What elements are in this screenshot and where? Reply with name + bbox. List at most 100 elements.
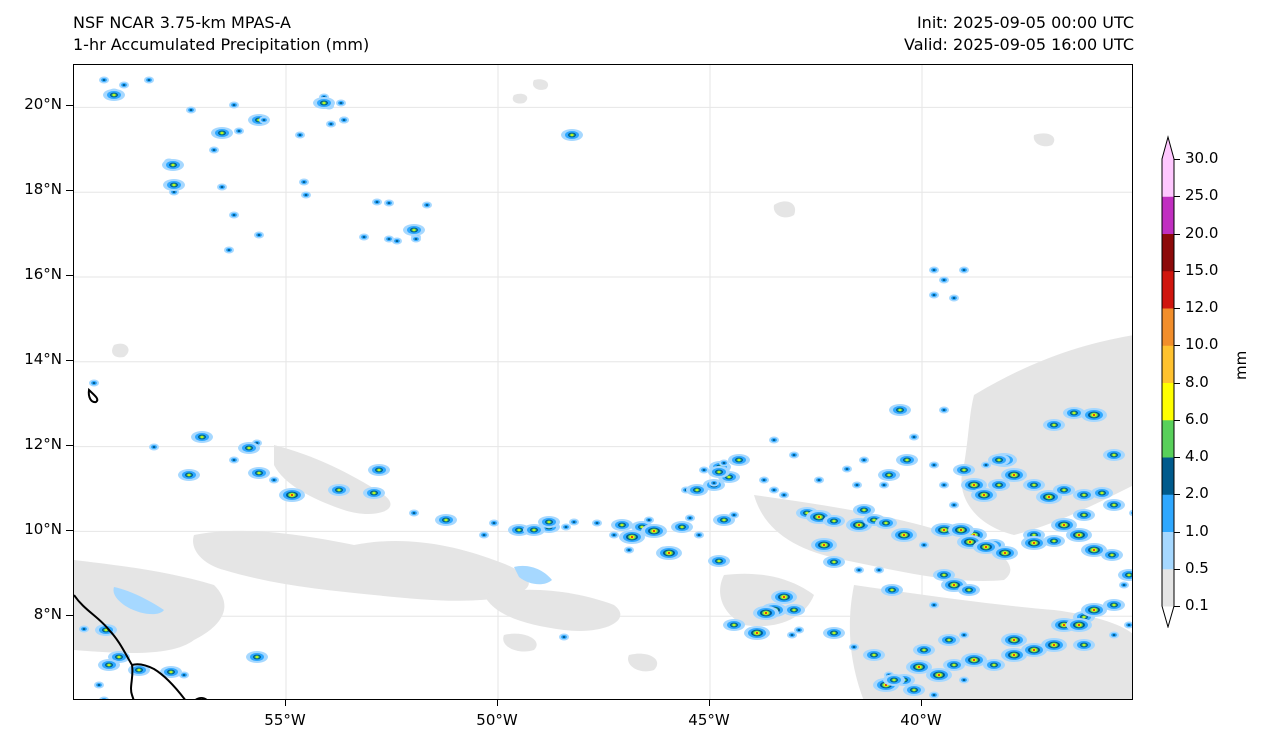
precip-cell (224, 246, 234, 254)
colorbar-segment (1162, 196, 1174, 234)
lon-tick (921, 700, 922, 706)
precip-cell (1103, 449, 1125, 461)
precip-cell (211, 127, 233, 139)
model-name: NSF NCAR 3.75-km MPAS-A (73, 13, 291, 32)
precip-cell (1073, 639, 1095, 651)
light-rain-patches (113, 565, 552, 615)
lat-label-14: 14°N (24, 350, 62, 368)
precip-cell (149, 443, 159, 451)
precip-cell (744, 626, 770, 640)
precip-cell (217, 183, 227, 191)
precip-cell (889, 404, 911, 416)
colorbar-segment (1162, 159, 1174, 197)
precip-cell (561, 523, 571, 531)
precip-cell (948, 523, 974, 537)
precip-cell (879, 481, 889, 489)
colorbar (1161, 135, 1175, 628)
precip-cell (313, 97, 335, 109)
precip-cell (569, 518, 579, 526)
precip-cell (229, 211, 239, 219)
lon-tick (497, 700, 498, 706)
map-title: NSF NCAR 3.75-km MPAS-A 1-hr Accumulated… (73, 12, 369, 56)
precip-cell (811, 538, 837, 552)
precip-cell (789, 451, 799, 459)
precip-cell (234, 127, 244, 135)
precip-cell (1001, 633, 1027, 647)
colorbar-segment (1162, 494, 1174, 532)
colorbar-tick-label: 1.0 (1185, 521, 1209, 540)
precip-cell (794, 626, 804, 634)
precip-cell (1118, 569, 1132, 581)
precip-cell (959, 676, 969, 684)
precip-cell (709, 479, 719, 487)
precip-cell (939, 276, 949, 284)
field-name: 1-hr Accumulated Precipitation (mm) (73, 35, 370, 54)
coastline (74, 387, 208, 699)
colorbar-tick (1174, 159, 1180, 160)
colorbar-tick-label: 6.0 (1185, 409, 1209, 428)
lat-tick (66, 360, 73, 361)
colorbar-tick-label: 0.1 (1185, 596, 1209, 614)
colorbar-segment (1162, 308, 1174, 346)
lat-label-18: 18°N (24, 180, 62, 198)
precip-cell (186, 106, 196, 114)
precip-cell (561, 129, 583, 141)
colorbar-tick-label: 4.0 (1185, 447, 1209, 465)
time-info: Init: 2025-09-05 00:00 UTC Valid: 2025-0… (904, 12, 1134, 56)
precip-cell (611, 519, 633, 531)
precip-cell (99, 696, 109, 699)
colorbar-segment (1162, 270, 1174, 309)
lat-tick (66, 190, 73, 191)
precip-cell (699, 466, 709, 474)
precip-cell (295, 131, 305, 139)
precip-cell (723, 619, 745, 631)
precip-cell (609, 531, 619, 539)
colorbar-tick-label: 12.0 (1185, 298, 1219, 316)
valid-time: Valid: 2025-09-05 16:00 UTC (903, 35, 1134, 54)
precip-cell (728, 454, 750, 466)
init-time: Init: 2025-09-05 00:00 UTC (916, 13, 1134, 32)
colorbar-tick-label: 2.0 (1185, 484, 1209, 503)
precip-cell (929, 601, 939, 609)
precip-cell (403, 224, 425, 236)
precip-cell (949, 501, 959, 509)
lat-tick (66, 530, 73, 531)
lat-label-8: 8°N (33, 605, 62, 623)
precip-cell (913, 644, 935, 656)
colorbar-segment (1162, 531, 1174, 570)
precip-cell (254, 231, 264, 239)
precip-cell (1001, 468, 1027, 482)
precip-cell (363, 487, 385, 499)
precip-cell (489, 519, 499, 527)
precip-cell (1021, 536, 1047, 550)
lat-label-16: 16°N (24, 265, 62, 283)
lat-label-12: 12°N (24, 435, 62, 453)
precip-cell (719, 459, 729, 467)
precip-cell (919, 541, 929, 549)
precip-cell (929, 266, 939, 274)
precip-cell (694, 531, 704, 539)
colorbar-segment (1162, 233, 1174, 272)
precip-cell (854, 566, 864, 574)
precip-cell (372, 198, 382, 206)
precip-cell (238, 442, 260, 454)
precip-cell (269, 476, 279, 484)
colorbar-segment (1162, 419, 1174, 458)
precip-cell (559, 633, 569, 641)
lon-tick (709, 700, 710, 706)
precip-cell (992, 546, 1018, 560)
precip-cell (863, 649, 885, 661)
precip-cell (1043, 535, 1065, 547)
precip-cell (1063, 407, 1085, 419)
colorbar-tick-label: 0.5 (1185, 558, 1209, 577)
precip-cell (79, 625, 89, 633)
map-panel (73, 64, 1133, 700)
colorbar-under (1162, 606, 1174, 627)
precip-cell (1119, 581, 1129, 589)
precip-cell (981, 461, 991, 469)
precip-cell (99, 76, 109, 84)
precip-cell (144, 76, 154, 84)
precip-cell (328, 484, 350, 496)
precip-cell (939, 406, 949, 414)
precip-cell (89, 379, 99, 387)
